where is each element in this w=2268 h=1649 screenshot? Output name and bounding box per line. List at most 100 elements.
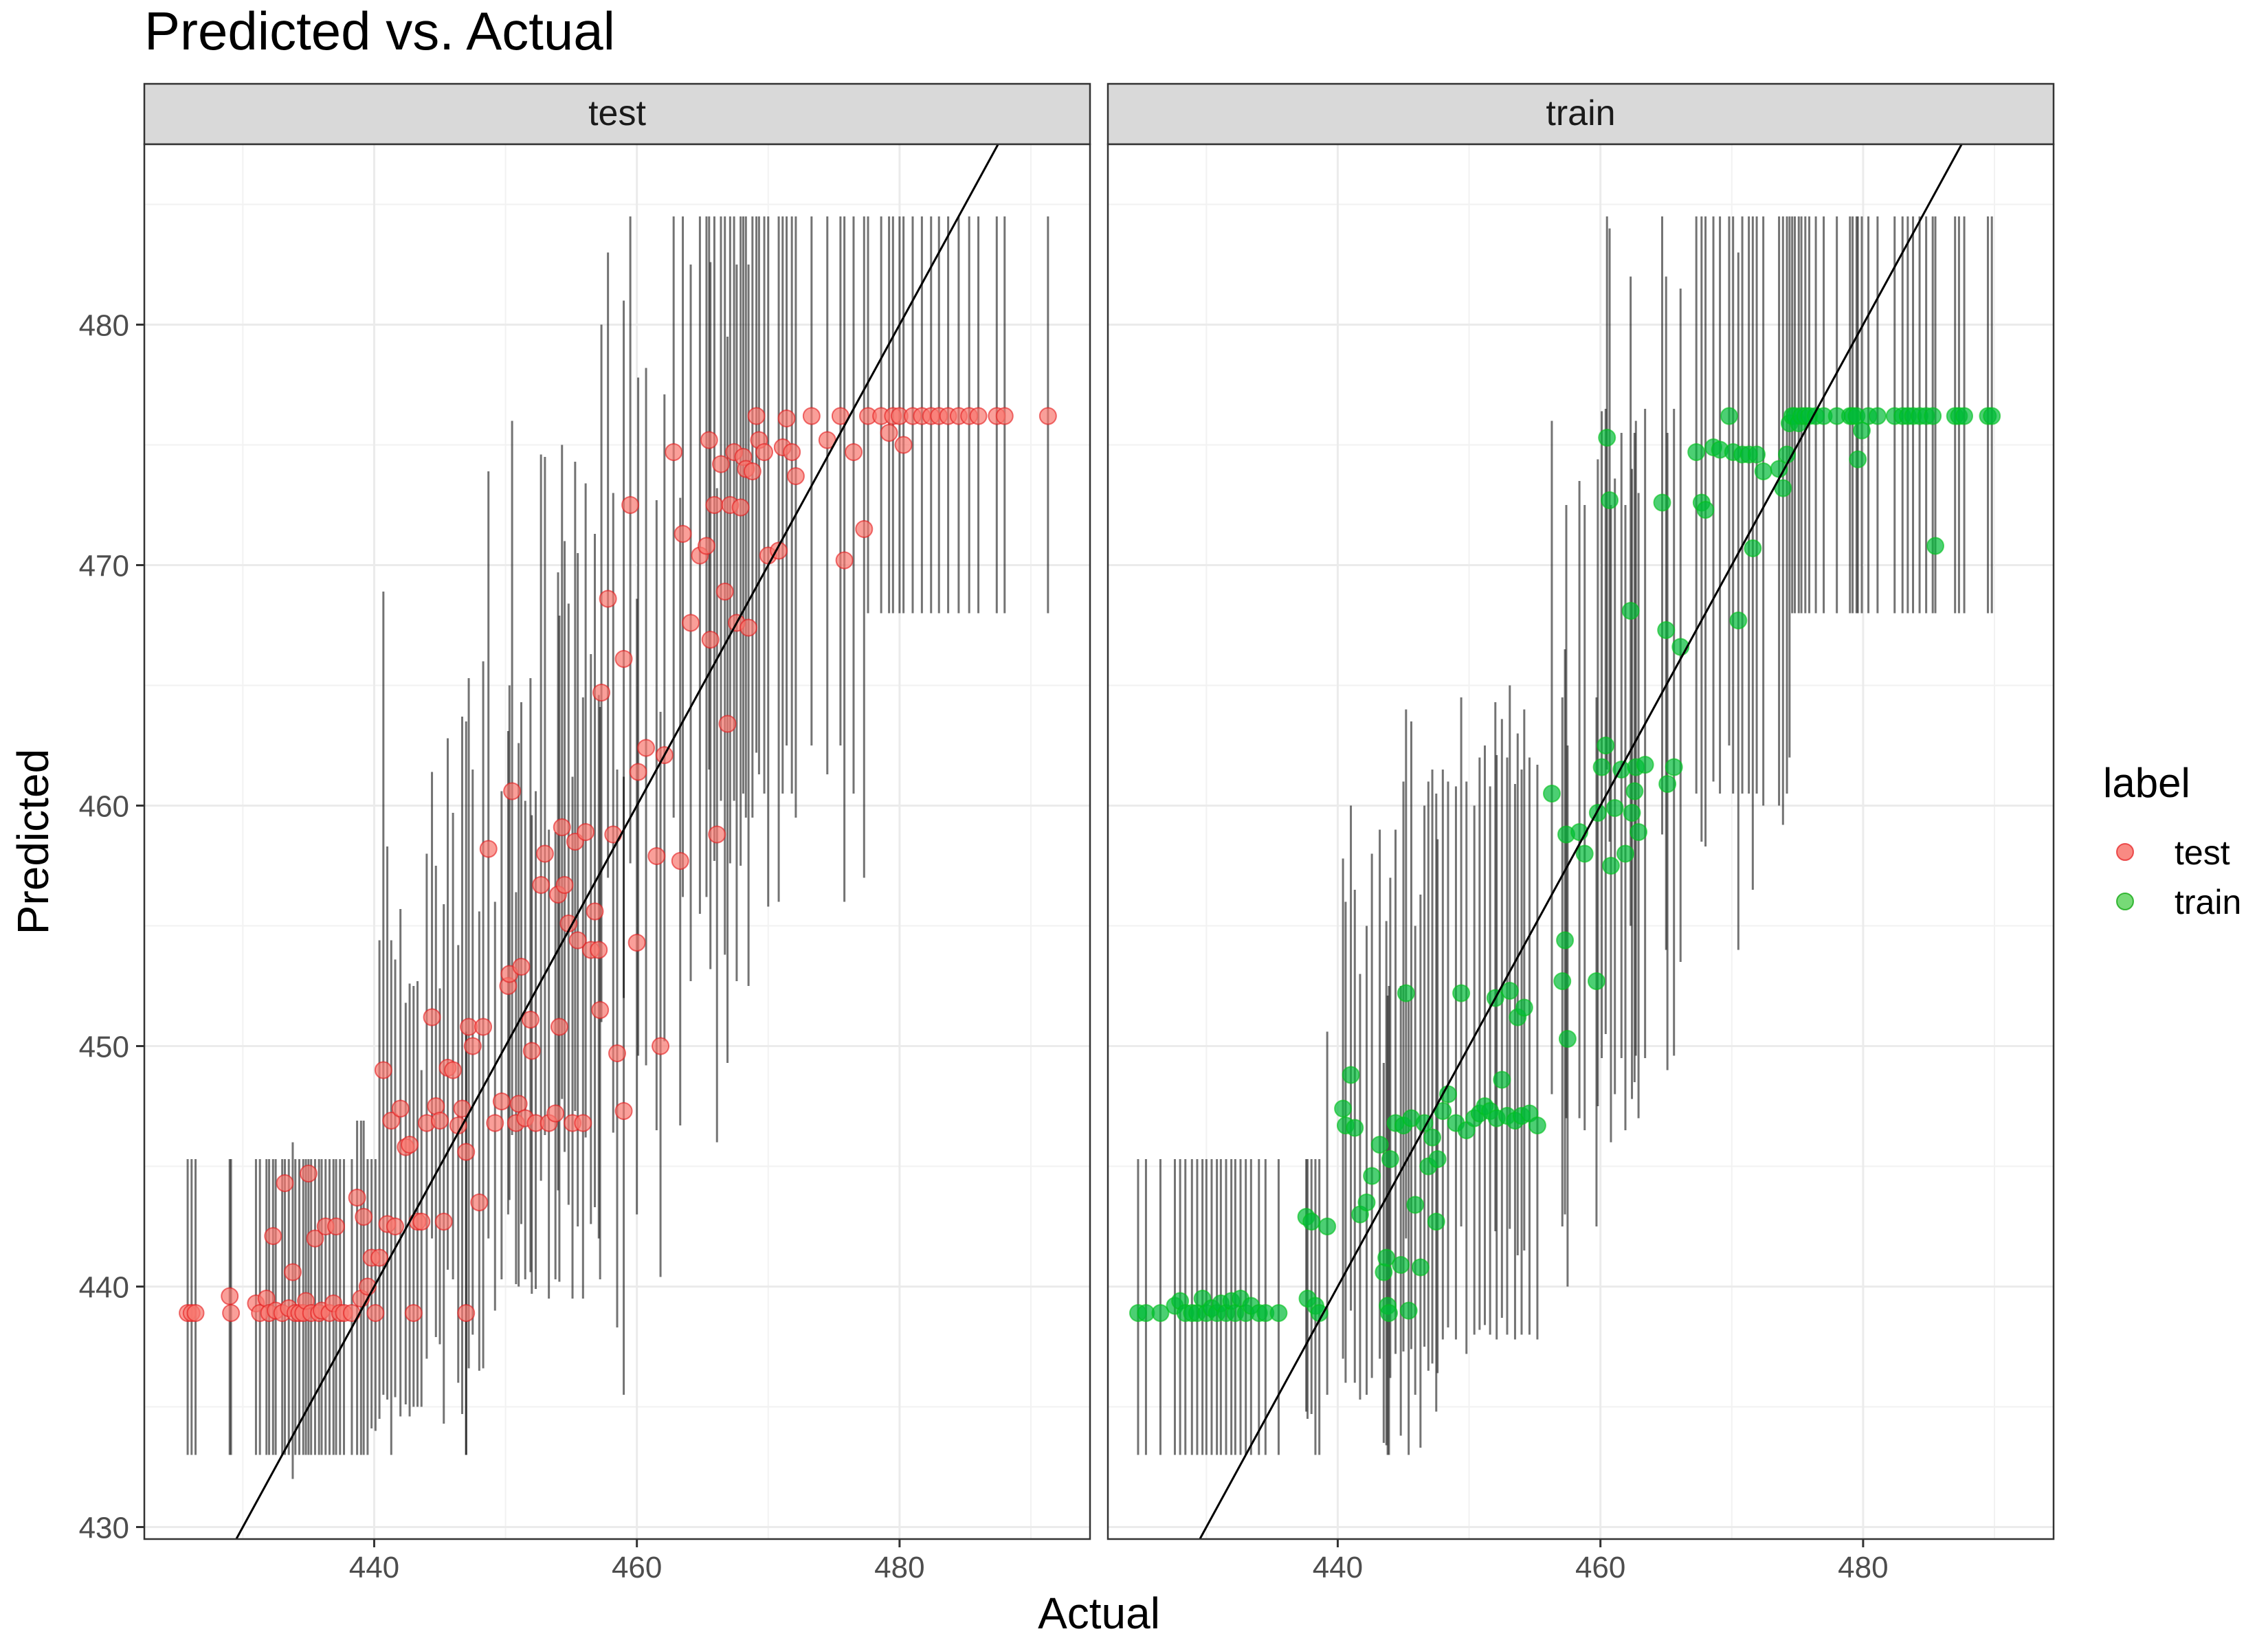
- data-point: [614, 1102, 633, 1120]
- data-point: [1744, 539, 1762, 557]
- data-point: [1357, 1193, 1376, 1211]
- strip-train: [1107, 82, 2055, 146]
- plot-border-train: [1107, 143, 2055, 1540]
- data-point: [221, 1287, 239, 1305]
- data-point: [845, 443, 863, 461]
- data-point: [1381, 1150, 1399, 1168]
- strip-label-test: test: [588, 93, 646, 133]
- data-point: [674, 525, 692, 543]
- data-point: [1493, 1070, 1511, 1089]
- data-point: [492, 1092, 511, 1110]
- y-tick-label: 460: [79, 790, 129, 824]
- data-point: [1428, 1150, 1447, 1168]
- data-point: [1558, 1030, 1577, 1048]
- data-point: [1370, 1136, 1389, 1154]
- data-point: [1616, 844, 1634, 863]
- data-point: [1621, 602, 1640, 620]
- data-point: [1556, 931, 1575, 950]
- data-point: [555, 876, 574, 894]
- data-point: [786, 467, 805, 485]
- data-point: [1852, 421, 1871, 440]
- panel-test: test 440 460 480: [143, 82, 1091, 1584]
- data-point: [186, 1304, 205, 1322]
- data-point: [1598, 429, 1616, 447]
- data-point: [444, 1061, 463, 1079]
- data-point: [1601, 857, 1620, 875]
- data-point: [835, 551, 854, 570]
- panel-train: train 440 460 480: [1107, 82, 2055, 1584]
- data-point: [276, 1174, 294, 1192]
- y-tick-label: 450: [79, 1031, 129, 1064]
- x-tick-label: 460: [1575, 1551, 1625, 1584]
- data-point: [512, 958, 531, 976]
- data-point: [1983, 407, 2001, 425]
- data-point: [1342, 1066, 1360, 1084]
- data-point: [457, 1143, 476, 1161]
- data-point: [1528, 1117, 1546, 1134]
- data-point: [463, 1037, 482, 1055]
- data-point: [1553, 972, 1572, 990]
- data-point: [1406, 1196, 1425, 1214]
- data-point: [434, 1213, 453, 1231]
- data-point: [592, 684, 611, 702]
- data-point: [348, 1189, 366, 1207]
- data-point: [550, 1018, 568, 1036]
- data-point: [1334, 1099, 1353, 1118]
- data-point: [386, 1218, 405, 1235]
- error-bars-train: [1137, 216, 1993, 1455]
- data-point: [532, 876, 551, 894]
- strip-label-train: train: [1546, 93, 1615, 133]
- legend-label-train: train: [2175, 883, 2241, 921]
- data-point: [608, 1044, 626, 1062]
- reference-line-train: [1199, 144, 1963, 1540]
- data-point: [1302, 1213, 1321, 1231]
- data-point: [894, 436, 913, 454]
- strip-test: [143, 82, 1091, 146]
- data-point: [1665, 758, 1683, 776]
- legend-key-test: [2116, 843, 2134, 861]
- data-point: [1427, 1213, 1445, 1231]
- data-point: [755, 443, 774, 461]
- data-point: [731, 498, 750, 517]
- data-point: [283, 1263, 302, 1281]
- data-point: [574, 1114, 592, 1132]
- data-point: [1269, 1304, 1288, 1322]
- data-point: [1926, 537, 1944, 555]
- data-point: [1587, 972, 1605, 990]
- data-point: [995, 407, 1014, 425]
- data-point: [299, 1165, 318, 1182]
- data-point: [621, 496, 640, 514]
- data-point: [637, 739, 656, 757]
- data-point: [665, 443, 683, 461]
- points-test: [179, 407, 1057, 1322]
- data-point: [1868, 407, 1887, 425]
- data-point: [327, 1218, 346, 1235]
- data-point: [522, 1042, 541, 1060]
- x-tick-label: 480: [874, 1551, 924, 1584]
- data-point: [1657, 621, 1676, 639]
- data-point: [401, 1136, 419, 1154]
- data-point: [627, 934, 646, 952]
- x-tick-label: 440: [349, 1551, 399, 1584]
- data-point: [404, 1304, 423, 1322]
- data-point: [521, 1011, 540, 1029]
- data-point: [306, 1229, 324, 1248]
- y-tick-label: 440: [79, 1271, 129, 1305]
- y-axis: 430 440 450 460 470 480: [79, 309, 144, 1545]
- x-tick-label: 460: [612, 1551, 662, 1584]
- data-point: [1687, 443, 1706, 461]
- x-axis-label: Actual: [1038, 1589, 1160, 1638]
- reference-line-test: [235, 144, 999, 1540]
- data-point: [391, 1099, 410, 1118]
- data-point: [647, 847, 666, 865]
- data-point: [1623, 804, 1641, 822]
- data-point: [1038, 407, 1057, 425]
- y-tick-label: 470: [79, 550, 129, 583]
- data-point: [711, 455, 730, 473]
- data-point: [700, 431, 718, 449]
- data-point: [1392, 1256, 1410, 1274]
- data-point: [743, 462, 761, 480]
- data-point: [715, 583, 734, 601]
- data-point: [457, 1304, 476, 1322]
